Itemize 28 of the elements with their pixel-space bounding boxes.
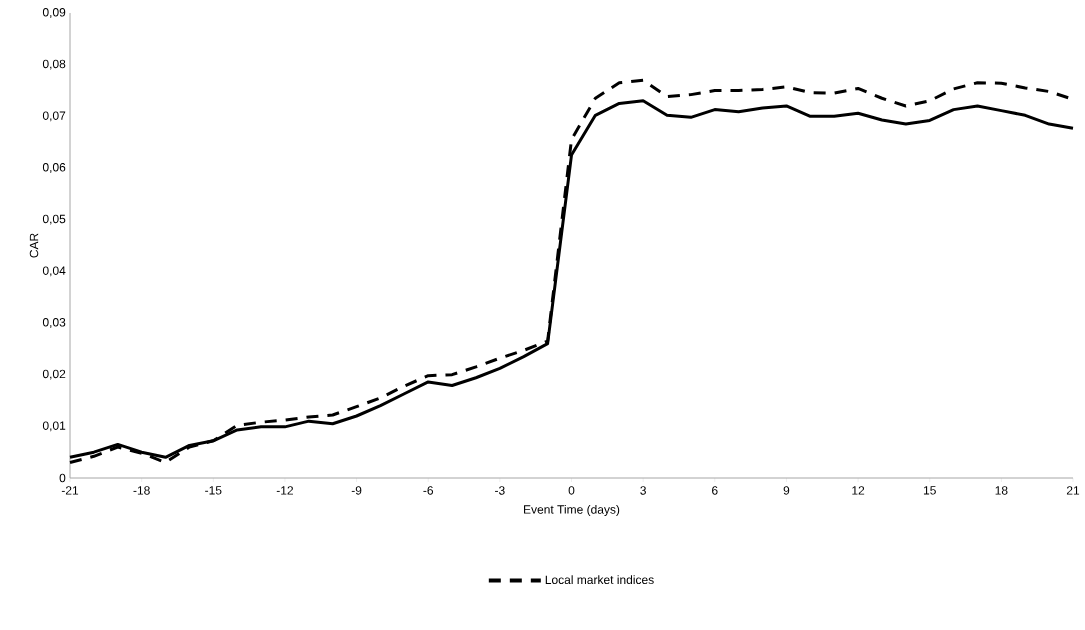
y-tick-label: 0,08 <box>42 59 66 70</box>
x-tick-label: -18 <box>133 486 150 495</box>
y-tick-label: 0,01 <box>42 421 66 432</box>
x-tick-label: 9 <box>783 486 790 495</box>
x-tick-label: 0 <box>568 486 575 495</box>
x-tick-label: -6 <box>423 486 434 495</box>
y-tick-label: 0,07 <box>42 111 66 122</box>
y-tick-label: 0,03 <box>42 318 66 328</box>
x-tick-label: -9 <box>351 486 362 495</box>
x-tick-label: -21 <box>61 486 79 495</box>
x-tick-label: -15 <box>205 486 222 495</box>
x-tick-label: 6 <box>712 486 718 495</box>
x-tick-label: -12 <box>276 486 293 495</box>
y-tick-label: 0,05 <box>42 214 66 225</box>
x-tick-label: 21 <box>1066 486 1080 495</box>
y-tick-label: 0,04 <box>42 266 66 277</box>
y-tick-label: 0 <box>59 473 66 483</box>
legend-label: Local market indices <box>545 575 654 584</box>
x-tick-label: 12 <box>852 486 865 495</box>
x-tick-label: 18 <box>995 486 1008 495</box>
y-axis-title: CAR <box>29 233 39 258</box>
x-tick-label: 15 <box>923 486 936 495</box>
y-tick-label: 0,09 <box>42 8 66 18</box>
x-axis-title: Event Time (days) <box>524 504 620 517</box>
y-tick-label: 0,06 <box>42 163 66 173</box>
x-tick-label: 3 <box>640 486 646 495</box>
x-tick-label: -3 <box>495 486 505 495</box>
y-tick-label: 0,02 <box>42 369 66 380</box>
